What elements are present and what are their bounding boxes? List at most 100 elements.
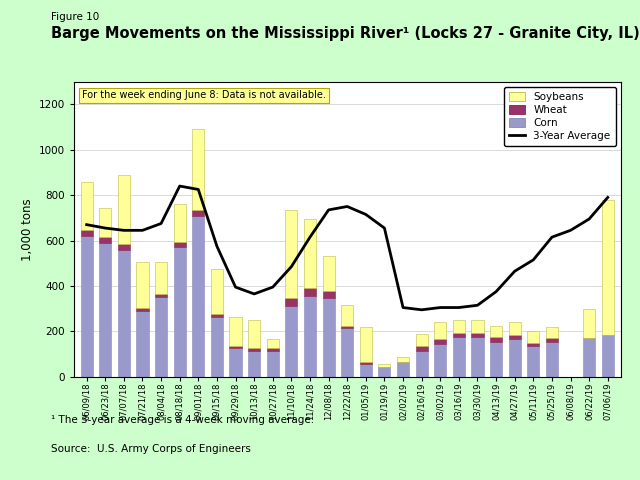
Text: Barge Movements on the Mississippi River¹ (Locks 27 - Granite City, IL): Barge Movements on the Mississippi River… xyxy=(51,26,640,41)
Bar xyxy=(397,362,409,377)
Bar xyxy=(490,342,502,377)
Bar xyxy=(81,230,93,236)
Bar xyxy=(453,337,465,377)
Bar xyxy=(267,351,279,377)
Text: ¹ The 3-year average is a 4-week moving average.: ¹ The 3-year average is a 4-week moving … xyxy=(51,415,314,425)
3-Year Average xyxy=(269,284,276,290)
Bar xyxy=(583,338,595,377)
3-Year Average xyxy=(436,305,444,311)
Bar xyxy=(285,210,298,299)
Bar xyxy=(81,236,93,377)
3-Year Average xyxy=(176,183,184,189)
Bar xyxy=(434,344,446,377)
Bar xyxy=(136,262,148,308)
3-Year Average xyxy=(362,212,370,217)
3-Year Average xyxy=(381,225,388,231)
Bar xyxy=(509,322,521,335)
Bar xyxy=(173,247,186,377)
Bar xyxy=(285,306,298,377)
Bar xyxy=(546,338,558,342)
3-Year Average xyxy=(455,305,463,311)
3-Year Average xyxy=(139,228,147,233)
Bar xyxy=(192,129,204,210)
Bar xyxy=(323,290,335,299)
Bar xyxy=(360,364,372,377)
Bar xyxy=(192,216,204,377)
Bar xyxy=(136,311,148,377)
Bar xyxy=(304,219,316,288)
3-Year Average xyxy=(232,284,239,290)
Bar xyxy=(155,297,167,377)
3-Year Average xyxy=(343,204,351,209)
3-Year Average xyxy=(566,228,574,233)
3-Year Average xyxy=(250,291,258,297)
Bar xyxy=(173,204,186,242)
Line: 3-Year Average: 3-Year Average xyxy=(86,186,608,310)
Bar xyxy=(453,333,465,337)
Bar xyxy=(155,262,167,294)
Bar xyxy=(415,334,428,346)
Bar xyxy=(99,208,111,237)
Bar xyxy=(99,243,111,377)
3-Year Average xyxy=(529,257,537,263)
Bar xyxy=(527,346,540,377)
Bar xyxy=(415,346,428,351)
Legend: Soybeans, Wheat, Corn, 3-Year Average: Soybeans, Wheat, Corn, 3-Year Average xyxy=(504,87,616,146)
3-Year Average xyxy=(213,243,221,249)
Bar xyxy=(230,346,241,348)
Bar xyxy=(397,358,409,362)
Bar xyxy=(490,326,502,337)
Bar xyxy=(118,250,130,377)
Bar xyxy=(546,342,558,377)
Bar xyxy=(248,351,260,377)
Bar xyxy=(602,200,614,335)
Bar xyxy=(173,242,186,247)
Bar xyxy=(230,348,241,377)
3-Year Average xyxy=(548,234,556,240)
Bar xyxy=(472,337,484,377)
Text: Source:  U.S. Army Corps of Engineers: Source: U.S. Army Corps of Engineers xyxy=(51,444,251,454)
Text: For the week ending June 8: Data is not available.: For the week ending June 8: Data is not … xyxy=(82,90,326,100)
3-Year Average xyxy=(511,268,518,274)
Bar xyxy=(192,210,204,216)
Bar xyxy=(434,339,446,344)
Bar xyxy=(472,320,484,333)
Bar xyxy=(415,351,428,377)
3-Year Average xyxy=(492,289,500,295)
Bar xyxy=(267,339,279,348)
Bar xyxy=(546,327,558,338)
3-Year Average xyxy=(604,194,612,200)
Bar xyxy=(434,322,446,339)
Y-axis label: 1,000 tons: 1,000 tons xyxy=(21,198,34,261)
Bar xyxy=(99,237,111,243)
Bar xyxy=(323,299,335,377)
Bar xyxy=(472,333,484,337)
Bar xyxy=(136,308,148,311)
3-Year Average xyxy=(324,207,332,213)
Bar xyxy=(211,314,223,317)
3-Year Average xyxy=(195,187,202,192)
3-Year Average xyxy=(287,264,295,270)
Bar xyxy=(341,305,353,326)
Bar xyxy=(267,348,279,351)
Bar xyxy=(453,320,465,333)
Bar xyxy=(341,326,353,328)
Bar xyxy=(509,339,521,377)
Bar xyxy=(230,317,241,346)
3-Year Average xyxy=(157,221,165,227)
3-Year Average xyxy=(399,305,407,311)
3-Year Average xyxy=(474,302,481,308)
Bar xyxy=(360,327,372,362)
Bar xyxy=(81,181,93,230)
Bar xyxy=(211,269,223,314)
Bar xyxy=(118,244,130,250)
Bar xyxy=(378,364,390,367)
3-Year Average xyxy=(418,307,426,312)
Bar xyxy=(323,256,335,290)
Bar xyxy=(509,335,521,339)
Bar xyxy=(118,175,130,244)
3-Year Average xyxy=(83,222,90,228)
Bar xyxy=(304,296,316,377)
3-Year Average xyxy=(120,228,128,233)
Bar xyxy=(602,335,614,377)
